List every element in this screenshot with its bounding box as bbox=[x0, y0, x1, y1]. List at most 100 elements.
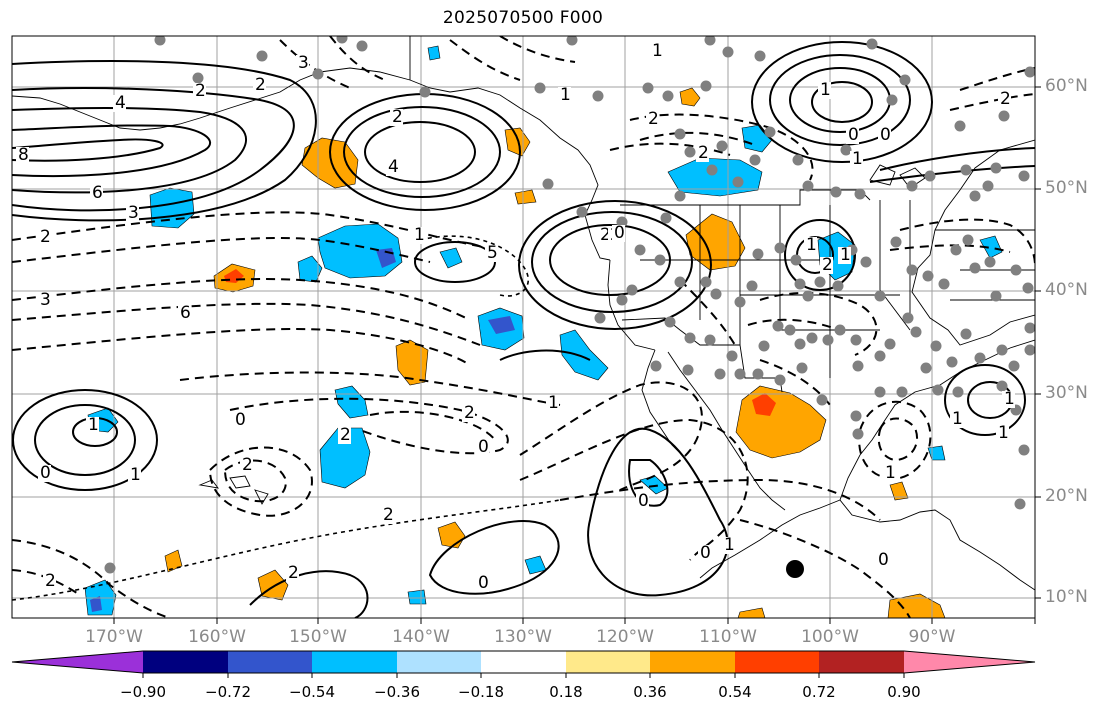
contour-line bbox=[329, 36, 386, 81]
contour-line bbox=[208, 446, 313, 517]
station-dot bbox=[764, 126, 776, 138]
station-dot bbox=[932, 384, 944, 396]
station-dot bbox=[902, 312, 914, 324]
station-dot bbox=[996, 380, 1008, 392]
colorbar-tick-label: −0.36 bbox=[374, 683, 420, 701]
contour-label-bg bbox=[128, 467, 141, 484]
station-dot bbox=[792, 154, 804, 166]
station-dot bbox=[752, 248, 764, 260]
station-dot bbox=[1024, 322, 1035, 334]
station-dot bbox=[802, 180, 814, 192]
contour-label: 1 bbox=[1004, 389, 1015, 409]
station-dot bbox=[734, 368, 746, 380]
contour-label: 6 bbox=[180, 303, 191, 323]
station-dot bbox=[832, 280, 844, 292]
contour-label-bg bbox=[598, 227, 611, 244]
station-dot bbox=[700, 276, 712, 288]
contour-label: 1 bbox=[548, 393, 559, 413]
contour-label-bg bbox=[838, 247, 851, 264]
station-dot bbox=[946, 356, 958, 368]
lat-label: 10°N bbox=[1045, 587, 1088, 607]
station-dot bbox=[576, 206, 588, 218]
contour-line bbox=[12, 328, 471, 366]
contour-label-bg bbox=[883, 465, 896, 482]
contour-line bbox=[12, 138, 164, 162]
colorbar-tick-label: 0.72 bbox=[802, 683, 836, 701]
contour-line bbox=[12, 107, 247, 194]
contour-label: 0 bbox=[235, 410, 246, 430]
station-dot bbox=[192, 72, 204, 84]
contour-line bbox=[769, 54, 911, 146]
station-dot bbox=[990, 162, 1002, 174]
positive-anomaly-core bbox=[752, 393, 776, 416]
contour-label-bg bbox=[338, 427, 351, 444]
station-dot bbox=[616, 216, 628, 228]
station-dot bbox=[950, 244, 962, 256]
contour-line bbox=[784, 219, 856, 291]
contour-label: 2 bbox=[392, 107, 403, 127]
station-dot bbox=[312, 68, 324, 80]
station-dot bbox=[816, 394, 828, 406]
station-dot bbox=[969, 190, 981, 202]
station-dot bbox=[154, 36, 166, 46]
positive-anomaly-area bbox=[504, 127, 531, 157]
contour-label-bg bbox=[126, 205, 139, 222]
contour-line bbox=[609, 142, 731, 156]
contour-line bbox=[364, 121, 476, 183]
contour-label: 1 bbox=[130, 465, 141, 485]
station-dot bbox=[749, 154, 761, 166]
contour-line bbox=[12, 539, 171, 618]
contour-label: 2 bbox=[255, 75, 266, 95]
contour-label-bg bbox=[286, 565, 299, 582]
station-dot bbox=[960, 328, 972, 340]
contour-line bbox=[12, 389, 158, 491]
contour-line bbox=[518, 200, 712, 330]
contour-line bbox=[549, 224, 671, 296]
station-dot bbox=[984, 256, 996, 268]
station-dot bbox=[758, 340, 770, 352]
contour-label: 1 bbox=[952, 409, 963, 429]
contour-label-bg bbox=[38, 292, 51, 309]
station-dot bbox=[834, 324, 846, 336]
lon-label: 100°W bbox=[801, 627, 859, 647]
contour-label: 0 bbox=[848, 125, 859, 145]
lon-label: 170°W bbox=[85, 627, 143, 647]
station-dot bbox=[714, 368, 726, 380]
colorbar-segment bbox=[397, 651, 481, 673]
contour-label: 2 bbox=[340, 425, 351, 445]
contour-line bbox=[519, 381, 703, 491]
station-dot bbox=[726, 350, 738, 362]
station-dot bbox=[814, 276, 826, 288]
colorbar-segment bbox=[566, 651, 650, 673]
contour-label: 2 bbox=[1000, 89, 1011, 109]
contour-label-bg bbox=[38, 229, 51, 246]
contour-line bbox=[12, 237, 431, 263]
contour-label-bg bbox=[698, 545, 711, 562]
contour-label-bg bbox=[43, 573, 56, 590]
contour-label: 1 bbox=[998, 423, 1009, 443]
colorbar-segment bbox=[312, 651, 397, 673]
station-dot bbox=[650, 360, 662, 372]
contour-line bbox=[428, 520, 560, 595]
station-dot bbox=[969, 262, 981, 274]
contour-line bbox=[499, 36, 576, 63]
station-dot bbox=[634, 244, 646, 256]
contour-label-bg bbox=[193, 83, 206, 100]
station-dot bbox=[704, 36, 716, 46]
station-dot bbox=[534, 82, 546, 94]
contour-label: 1 bbox=[806, 235, 817, 255]
contour-line bbox=[249, 570, 369, 618]
station-dot bbox=[830, 186, 842, 198]
contour-label-bg bbox=[462, 405, 475, 422]
contour-label-bg bbox=[612, 225, 625, 242]
contour-label: 2 bbox=[822, 255, 833, 275]
contour-line bbox=[179, 371, 561, 406]
station-dot bbox=[866, 38, 878, 50]
station-dot bbox=[664, 316, 676, 328]
colorbar-tick-label: −0.72 bbox=[205, 683, 251, 701]
contour-label: 5 bbox=[487, 243, 498, 263]
station-dot bbox=[886, 94, 898, 106]
contour-line bbox=[679, 279, 736, 346]
contour-label: 2 bbox=[383, 505, 394, 525]
contour-label: 2 bbox=[698, 143, 709, 163]
